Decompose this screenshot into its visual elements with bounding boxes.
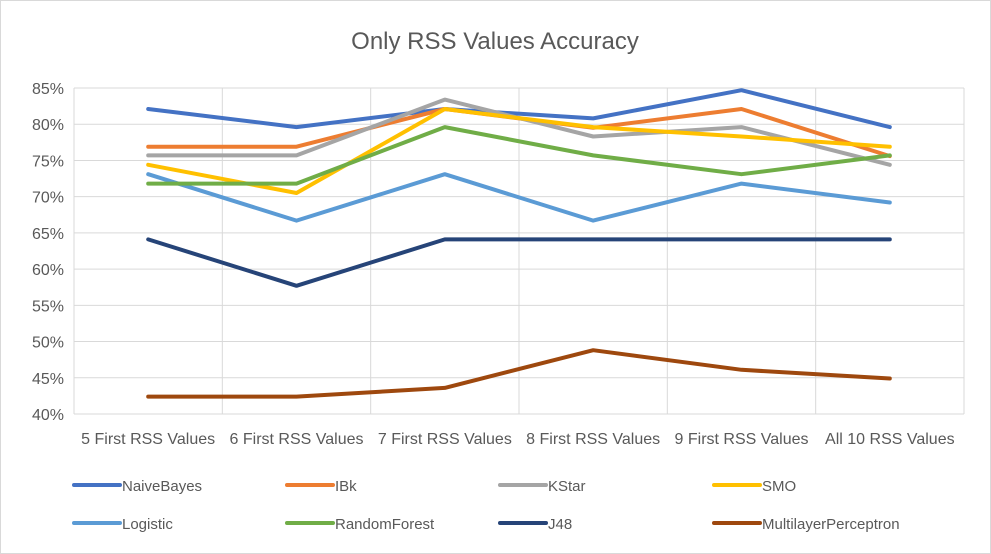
data-point [296,146,297,148]
data-point [592,136,594,138]
data-point [889,154,891,156]
data-point [592,349,594,351]
axes: 40% 45% 50% 55% 60% 65% 70% 75% 80% 85% 5 First RS… [32,81,955,448]
data-point [444,108,446,110]
y-tick-label: 55% [32,298,64,315]
legend-label: Logistic [122,516,173,533]
series-line-logistic [146,172,892,223]
data-point [296,183,297,185]
data-point [741,108,742,110]
series-line-naivebayes [146,88,892,130]
data-point [147,146,149,148]
data-point [889,164,891,166]
data-point [444,99,446,101]
data-point [592,117,594,119]
legend-label: RandomForest [335,516,435,533]
data-point [741,89,742,91]
data-point [741,183,742,185]
y-tick-label: 40% [32,407,64,424]
data-point [147,396,149,398]
data-point [147,108,149,110]
data-point [147,173,149,175]
x-tick-label: 9 First RSS Values [675,431,809,448]
data-point [444,238,446,240]
y-tick-label: 60% [32,262,64,279]
y-tick-label: 70% [32,190,64,207]
series-line-j48 [146,237,892,288]
data-point [889,201,891,203]
x-tick-label: 7 First RSS Values [378,431,512,448]
y-tick-label: 45% [32,371,64,388]
data-point [147,183,149,185]
data-point [889,378,891,380]
data-point [741,126,742,128]
data-point [147,164,149,166]
data-point [296,192,297,194]
data-point [592,238,594,240]
y-tick-label: 80% [32,117,64,134]
x-tick-label: All 10 RSS Values [825,431,955,448]
data-point [147,154,149,156]
y-tick-label: 65% [32,226,64,243]
y-tick-label: 50% [32,335,64,352]
data-point [296,285,297,287]
legend-label: MultilayerPerceptron [762,516,900,533]
data-point [147,238,149,240]
data-point [889,126,891,128]
data-point [889,238,891,240]
x-tick-label: 8 First RSS Values [526,431,660,448]
legend-label: SMO [762,478,796,495]
x-tick-label: 5 First RSS Values [81,431,215,448]
legend-label: IBk [335,478,357,495]
data-point [296,220,297,222]
data-point [444,387,446,389]
series-line-multilayerperceptron [146,348,892,399]
series-lines [146,88,892,399]
data-point [592,220,594,222]
data-point [741,369,742,371]
legend-label: KStar [548,478,586,495]
x-tick-label: 6 First RSS Values [230,431,364,448]
y-tick-label: 75% [32,153,64,170]
series-line-smo [146,107,892,195]
legend-label: NaiveBayes [122,478,202,495]
chart-title: Only RSS Values Accuracy [351,28,639,55]
data-point [592,126,594,128]
data-point [296,396,297,398]
gridlines [73,87,965,415]
data-point [592,154,594,156]
legend-label: J48 [548,516,572,533]
data-point [741,238,742,240]
data-point [741,136,742,138]
legend: NaiveBayes IBk KStar SMO Logistic RandomFores… [72,478,900,533]
data-point [741,173,742,175]
data-point [889,146,891,148]
data-point [444,173,446,175]
data-point [296,126,297,128]
y-tick-label: 85% [32,81,64,98]
data-point [296,154,297,156]
data-point [444,126,446,128]
series-line-randomforest [146,125,892,186]
